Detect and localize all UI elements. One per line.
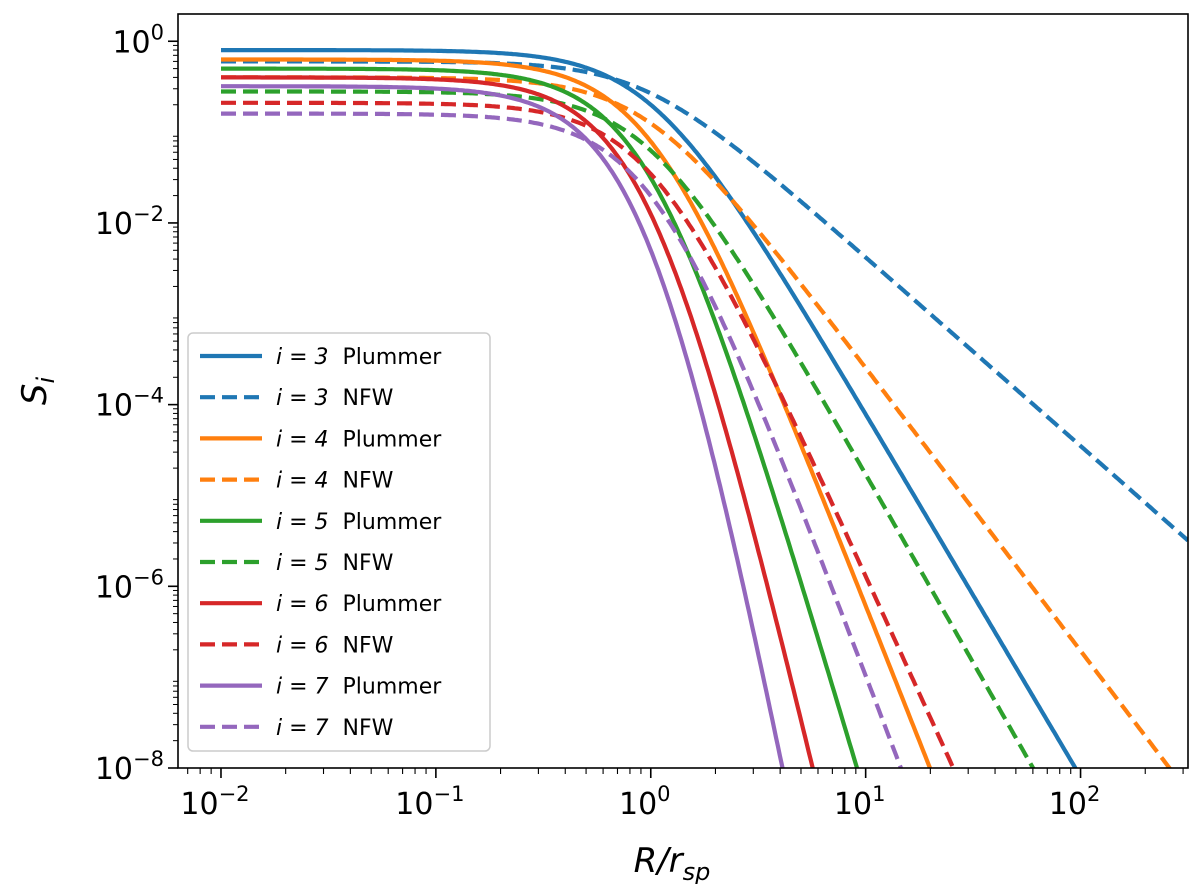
plot-frame bbox=[177, 13, 1189, 769]
series-line-plummer-i6 bbox=[220, 75, 815, 768]
y-tick-label: 10−2 bbox=[95, 202, 164, 242]
series-line-nfw-i6 bbox=[220, 100, 956, 768]
legend-label: i = 3 Plummer bbox=[276, 345, 442, 370]
series-line-nfw-i7 bbox=[220, 111, 904, 768]
y-axis-label: Si bbox=[15, 377, 60, 406]
x-axis-label: R/rsp bbox=[634, 841, 711, 884]
y-tick-label: 10−6 bbox=[95, 565, 164, 605]
series-line-plummer-i7 bbox=[220, 84, 785, 768]
series-line-plummer-i4 bbox=[220, 57, 933, 768]
series-line-plummer-i3 bbox=[220, 47, 1078, 768]
legend-label: i = 6 NFW bbox=[276, 633, 394, 658]
ticks-layer: 10−2 10−1 100 101 102 100 10−2 10−4 10−6 10−8 bbox=[95, 20, 1184, 822]
legend-label: i = 7 NFW bbox=[276, 716, 394, 741]
y-tick-label: 100 bbox=[112, 20, 164, 60]
legend-label: i = 6 Plummer bbox=[276, 592, 442, 617]
y-tick-label: 10−8 bbox=[95, 747, 164, 787]
x-tick-label: 10−1 bbox=[395, 782, 464, 822]
legend-label: i = 5 Plummer bbox=[276, 510, 442, 535]
legend: i = 3 Plummer i = 3 NFW i = 4 Plummer i = 4 NFW… bbox=[187, 332, 491, 752]
legend-frame bbox=[187, 332, 491, 752]
legend-label: i = 4 NFW bbox=[276, 469, 394, 494]
y-tick-label: 10−4 bbox=[95, 384, 164, 424]
series-line-nfw-i5 bbox=[220, 89, 1036, 768]
series-line-plummer-i5 bbox=[220, 66, 860, 768]
series-layer bbox=[220, 47, 1188, 768]
x-tick-label: 101 bbox=[834, 782, 886, 822]
legend-label: i = 4 Plummer bbox=[276, 427, 442, 452]
legend-label: i = 7 Plummer bbox=[276, 675, 442, 700]
x-tick-label: 100 bbox=[619, 782, 671, 822]
x-tick-label: 10−2 bbox=[180, 782, 249, 822]
legend-label: i = 3 NFW bbox=[276, 386, 394, 411]
legend-label: i = 5 NFW bbox=[276, 551, 394, 576]
x-tick-label: 102 bbox=[1049, 782, 1101, 822]
